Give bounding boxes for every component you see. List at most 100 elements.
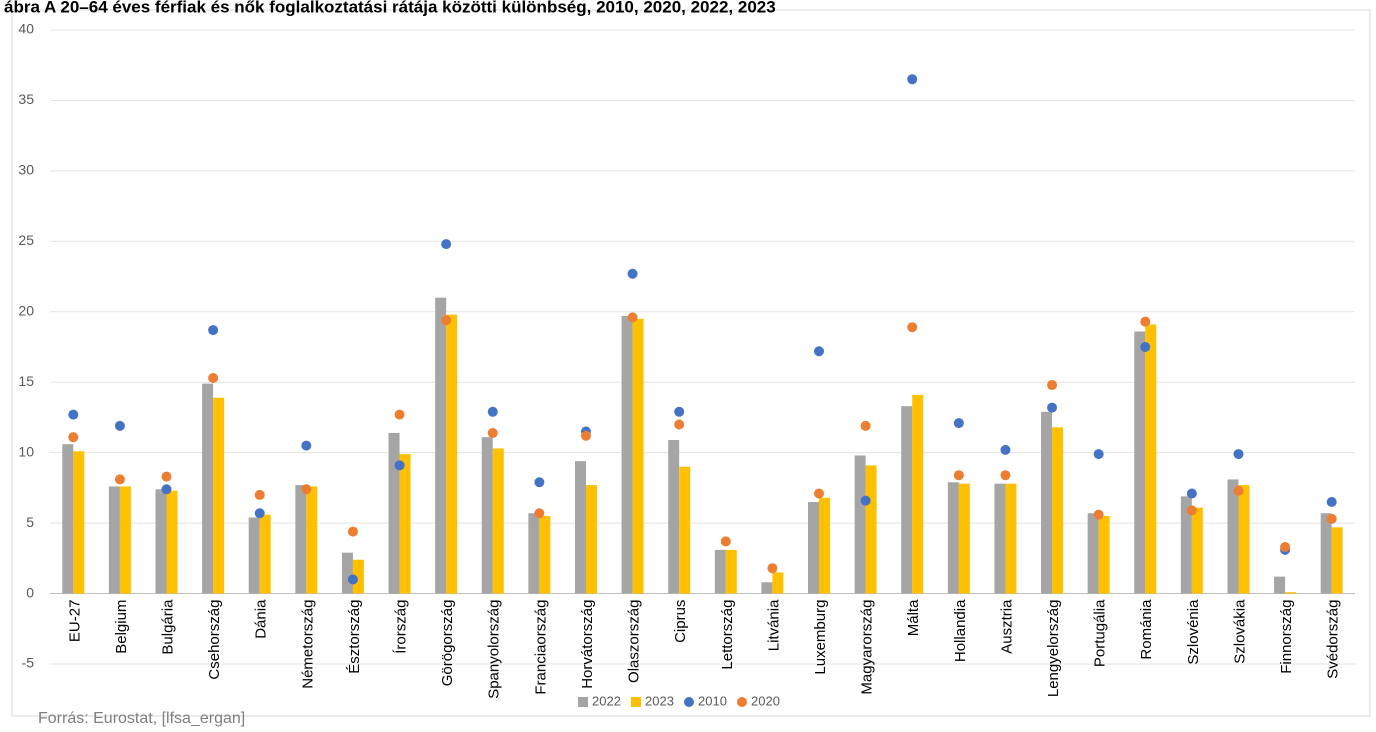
legend-label: 2023 bbox=[645, 693, 674, 708]
dot bbox=[208, 325, 219, 336]
y-tick-label: 35 bbox=[18, 91, 34, 107]
bar bbox=[1191, 507, 1203, 594]
bar bbox=[947, 482, 959, 594]
bar bbox=[295, 485, 307, 594]
dot bbox=[441, 315, 452, 326]
dot bbox=[1000, 444, 1011, 455]
y-tick-label: 30 bbox=[18, 162, 34, 178]
dot bbox=[674, 419, 685, 430]
legend-swatch bbox=[737, 697, 747, 707]
bar bbox=[119, 486, 131, 594]
x-tick-label: Észtország bbox=[346, 600, 363, 674]
bar bbox=[108, 486, 120, 594]
legend-swatch bbox=[578, 697, 588, 707]
bar bbox=[1227, 479, 1239, 594]
x-tick-label: Írország bbox=[393, 600, 410, 654]
bar bbox=[492, 448, 504, 594]
y-tick-label: 0 bbox=[26, 584, 34, 600]
x-tick-label: Spanyolország bbox=[486, 600, 503, 699]
bar bbox=[1180, 496, 1192, 594]
y-tick-label: 15 bbox=[18, 373, 34, 389]
x-tick-label: Lettország bbox=[719, 600, 736, 670]
bar bbox=[248, 517, 260, 594]
dot bbox=[1233, 449, 1244, 460]
bar bbox=[865, 465, 877, 594]
bar bbox=[912, 394, 924, 594]
y-tick-label: 20 bbox=[18, 302, 34, 318]
x-tick-label: Csehország bbox=[206, 600, 223, 680]
y-tick-label: 5 bbox=[26, 514, 34, 530]
legend-swatch bbox=[631, 697, 641, 707]
bar bbox=[446, 314, 458, 594]
bar bbox=[1320, 513, 1332, 594]
dot bbox=[161, 484, 172, 495]
legend-label: 2022 bbox=[592, 693, 621, 708]
dot bbox=[953, 418, 964, 429]
bar bbox=[528, 513, 540, 594]
bar bbox=[388, 432, 400, 594]
bar bbox=[481, 437, 493, 594]
bar bbox=[1274, 576, 1286, 594]
dot bbox=[1047, 402, 1058, 413]
dot bbox=[1000, 470, 1011, 481]
dot bbox=[767, 563, 778, 574]
x-tick-label: Olaszország bbox=[626, 600, 643, 683]
bar bbox=[714, 549, 726, 594]
bar bbox=[772, 572, 784, 594]
bar bbox=[1285, 592, 1297, 594]
dot bbox=[487, 427, 498, 438]
dot bbox=[1326, 496, 1337, 507]
dot bbox=[674, 406, 685, 417]
legend-label: 2010 bbox=[698, 693, 727, 708]
dot bbox=[1047, 380, 1058, 391]
x-tick-label: Belgium bbox=[113, 600, 130, 654]
bar bbox=[259, 514, 271, 594]
bar bbox=[1087, 513, 1099, 594]
x-tick-label: Luxemburg bbox=[812, 600, 829, 675]
dot bbox=[580, 430, 591, 441]
dot bbox=[814, 488, 825, 499]
dot bbox=[1140, 342, 1151, 352]
dot bbox=[254, 508, 265, 519]
bar bbox=[621, 316, 633, 594]
bar bbox=[808, 501, 820, 594]
y-tick-label: 10 bbox=[18, 443, 34, 459]
bar bbox=[306, 486, 318, 594]
bar bbox=[202, 383, 214, 594]
dot bbox=[1093, 449, 1104, 460]
bar bbox=[352, 559, 364, 594]
dot bbox=[627, 268, 638, 279]
x-tick-label: EU-27 bbox=[66, 600, 83, 643]
x-tick-label: Málta bbox=[905, 599, 922, 636]
dot bbox=[814, 346, 825, 357]
legend-swatch bbox=[684, 697, 694, 707]
bar bbox=[341, 552, 353, 594]
bar bbox=[1005, 483, 1017, 594]
dot bbox=[1186, 505, 1197, 516]
bar bbox=[73, 451, 85, 594]
dot bbox=[1326, 513, 1337, 524]
y-tick-label: 25 bbox=[18, 232, 34, 248]
dot bbox=[441, 239, 452, 250]
x-tick-label: Portugália bbox=[1092, 599, 1109, 667]
chart-title: ábra A 20–64 éves férfiak és nők foglalk… bbox=[4, 0, 776, 16]
bar bbox=[994, 483, 1006, 594]
x-tick-label: Románia bbox=[1138, 599, 1155, 660]
source-note: Forrás: Eurostat, [lfsa_ergan] bbox=[38, 710, 245, 727]
bar bbox=[539, 516, 551, 594]
bar bbox=[1134, 331, 1146, 594]
dot bbox=[1186, 488, 1197, 499]
dot bbox=[860, 420, 871, 431]
y-tick-label: 40 bbox=[18, 21, 34, 37]
dot bbox=[114, 420, 125, 431]
dot bbox=[1280, 542, 1291, 553]
bar bbox=[1052, 427, 1064, 594]
x-tick-label: Svédország bbox=[1325, 600, 1342, 679]
x-tick-label: Szlovénia bbox=[1185, 599, 1202, 665]
y-tick-label: -5 bbox=[22, 655, 35, 671]
dot bbox=[1140, 316, 1151, 327]
legend-label: 2020 bbox=[751, 693, 780, 708]
x-tick-label: Ciprus bbox=[672, 600, 689, 643]
dot bbox=[953, 470, 964, 481]
x-tick-label: Finnország bbox=[1278, 600, 1295, 674]
